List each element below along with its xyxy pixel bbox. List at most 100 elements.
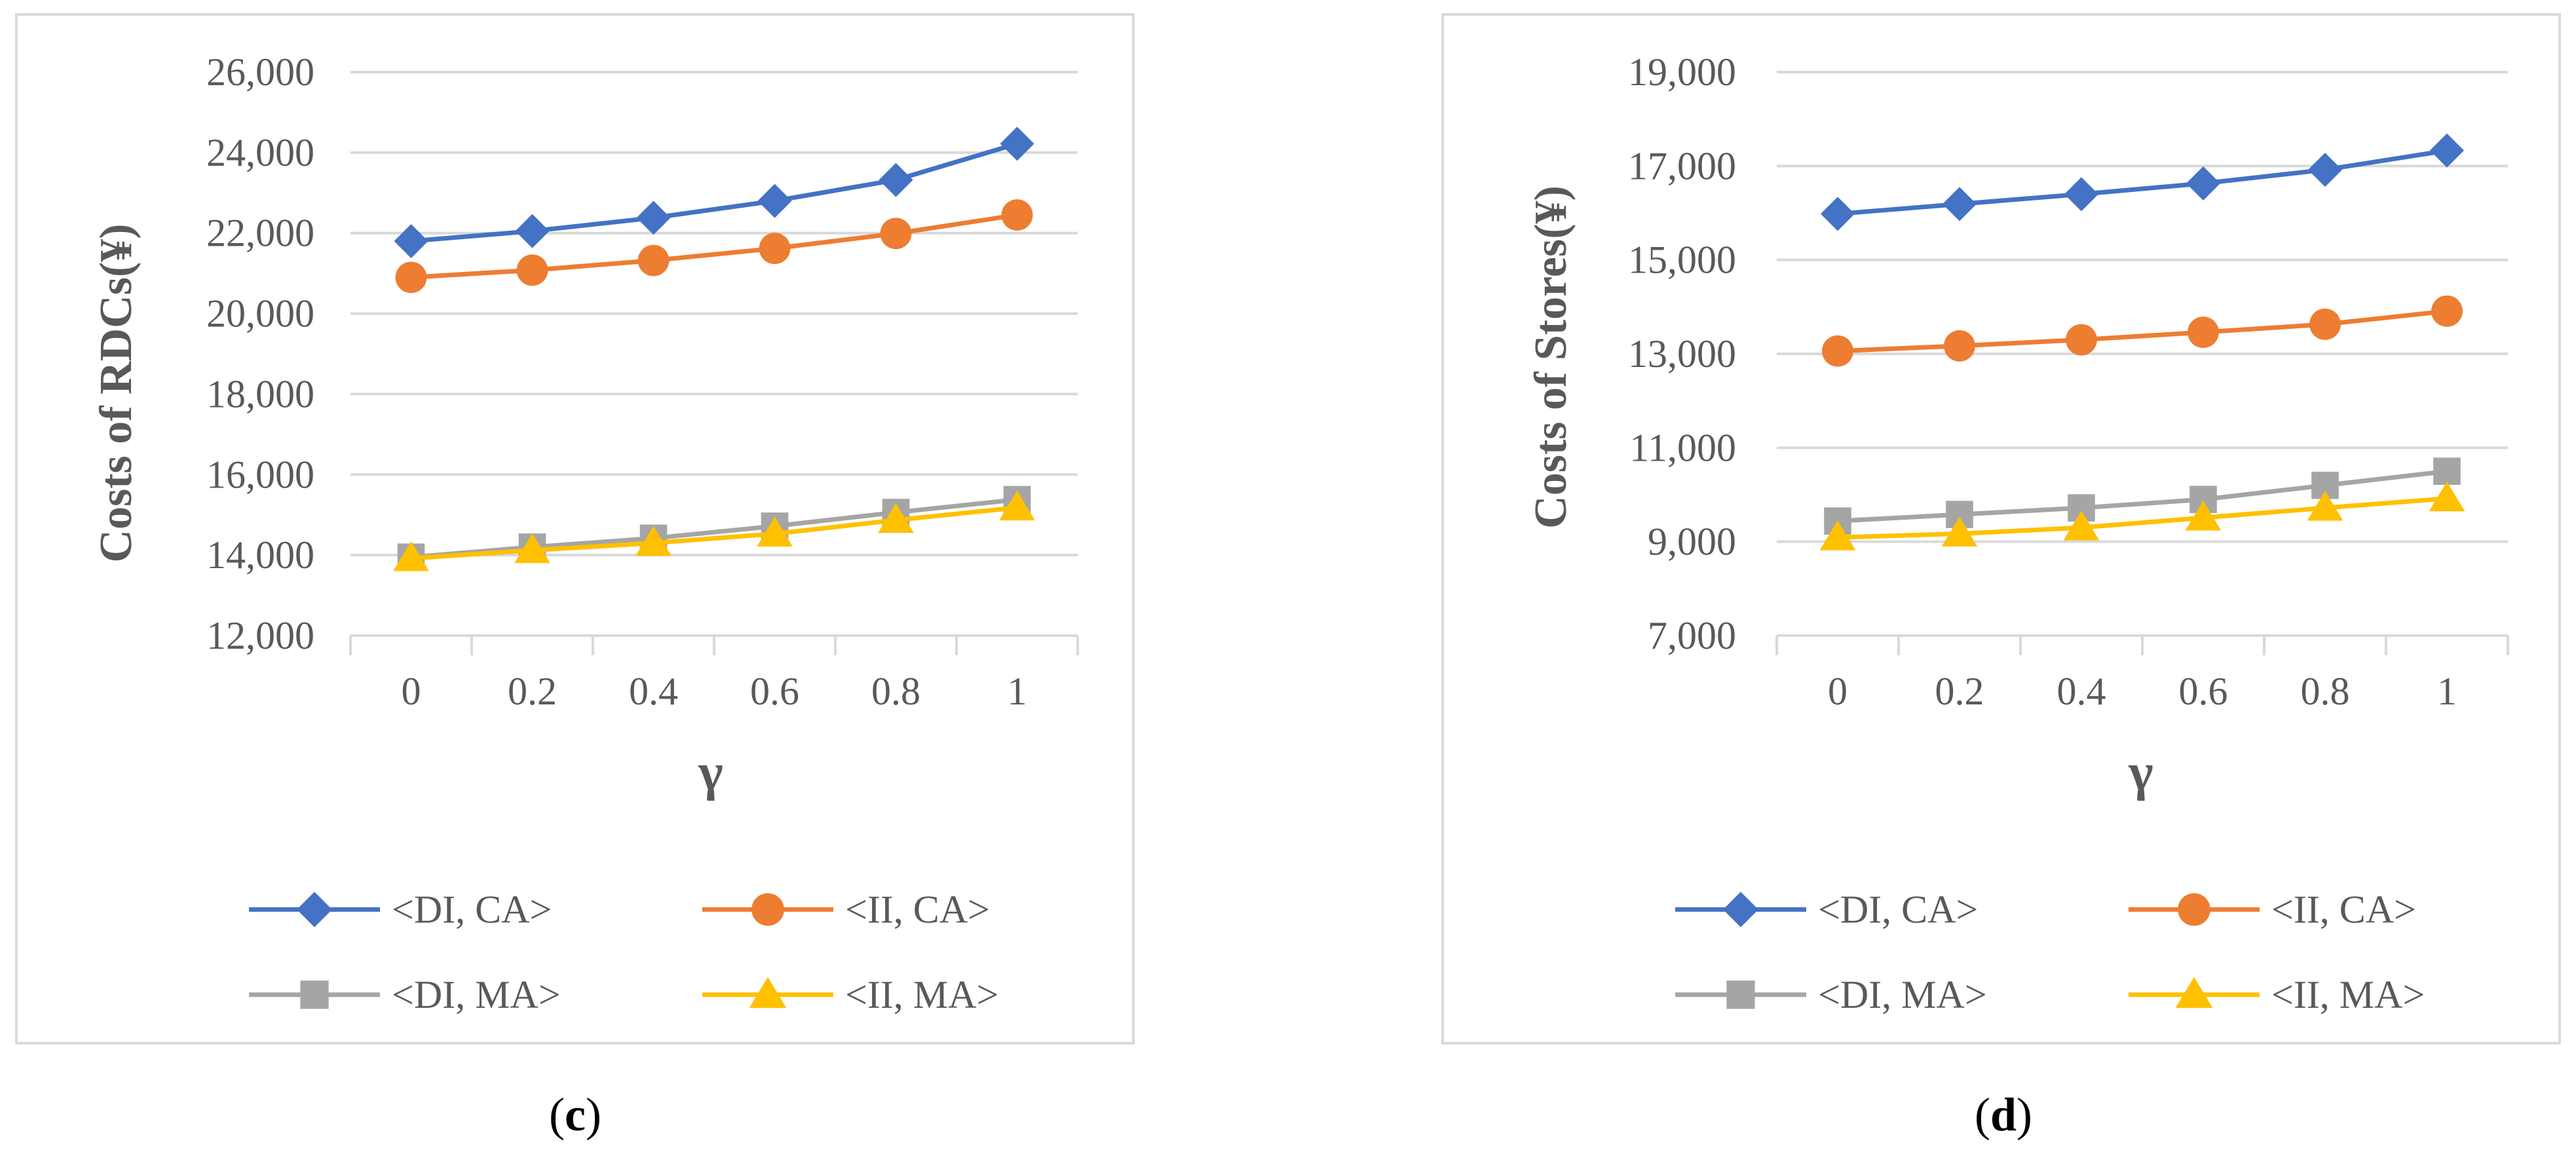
x-tick-label: 0.6: [2179, 670, 2228, 713]
data-point-ii-ca: [2188, 316, 2219, 348]
legend-marker: [751, 893, 784, 926]
y-tick-label: 16,000: [206, 453, 314, 496]
data-point-ii-ma: [1941, 516, 1978, 546]
data-point-ii-ma: [2185, 501, 2222, 531]
data-point-ii-ca: [1001, 199, 1033, 231]
data-point-ii-ma: [2063, 510, 2100, 541]
caption-letter: c: [565, 1088, 586, 1141]
series-line-di-ca: [411, 141, 1018, 244]
x-tick-labels: 0 0.2 0.4 0.6 0.8 1: [1828, 670, 2457, 713]
data-point-ii-ma: [393, 541, 429, 571]
y-tick-label: 19,000: [1628, 50, 1736, 94]
data-point-ii-ca: [395, 261, 427, 294]
data-point-ii-ca: [759, 233, 791, 264]
data-point-di-ca: [757, 183, 792, 218]
data-point-ii-ma: [757, 516, 793, 547]
legend-marker: [2178, 893, 2210, 926]
y-tick-label: 14,000: [206, 533, 314, 577]
data-point-ii-ca: [880, 218, 912, 250]
legend-item-di-ca: <DI, CA>: [249, 888, 552, 931]
y-tick-label: 9,000: [1648, 520, 1736, 564]
data-point-di-ca: [2430, 133, 2464, 168]
caption-open-paren: (: [1975, 1088, 1990, 1141]
legend-label: <DI, CA>: [392, 888, 552, 931]
x-tick-labels: 0 0.2 0.4 0.6 0.8 1: [402, 670, 1027, 713]
series-line-ii-ma: [1837, 496, 2448, 540]
legend-label: <DI, CA>: [1818, 888, 1978, 931]
legend-item-ii-ma: <II, MA>: [702, 973, 998, 1016]
chart-frame: [15, 13, 1135, 1045]
data-point-ii-ma: [2307, 491, 2343, 521]
x-tick-label: 1: [2437, 670, 2457, 713]
y-tick-label: 18,000: [206, 372, 314, 415]
series-line-di-ma: [411, 497, 1017, 560]
data-point-ii-ma: [2429, 481, 2465, 512]
x-tick-label: 0.4: [2057, 670, 2106, 713]
x-tick-label: 0.6: [750, 670, 799, 713]
series-line-di-ca: [1837, 148, 2448, 216]
y-tick-label: 20,000: [206, 292, 314, 335]
y-axis-title: Costs of Stores(¥): [1526, 185, 1576, 529]
series-lines: [1819, 133, 2465, 550]
y-tick-labels: 7,000 9,000 11,000 13,000 15,000 17,000 19,000: [1628, 50, 1736, 657]
gridlines: [1775, 71, 2509, 655]
data-point-ii-ma: [878, 503, 914, 533]
legend-marker: [2175, 977, 2213, 1008]
data-point-ii-ca: [2066, 324, 2097, 356]
legend: <DI, CA> <II, CA> <DI, MA> <II, MA>: [249, 888, 998, 1016]
data-point-di-ca: [1942, 187, 1977, 221]
data-point-di-ca: [2186, 166, 2220, 201]
data-point-ii-ca: [637, 244, 670, 277]
legend-item-di-ca: <DI, CA>: [1675, 888, 1978, 931]
x-tick-label: 1: [1008, 670, 1027, 713]
x-tick-label: 0.2: [1935, 670, 1984, 713]
y-tick-label: 24,000: [206, 131, 314, 174]
legend-label: <II, MA>: [845, 973, 998, 1016]
data-point-di-ca: [1000, 126, 1034, 161]
legend-label: <DI, MA>: [1818, 973, 1987, 1016]
chart-frame: [1441, 13, 2561, 1045]
caption-letter: d: [1990, 1088, 2017, 1141]
x-tick-label: 0.8: [871, 670, 920, 713]
caption-close-paren: ): [2017, 1088, 2032, 1141]
y-tick-label: 26,000: [206, 50, 314, 94]
series-line-di-ma: [1837, 469, 2448, 524]
legend-marker: [1723, 892, 1758, 927]
chart-panel-c: 12,000 14,000 16,000 18,000 20,000 22,000 24,0…: [15, 13, 1135, 1141]
y-axis-title: Costs of RDCs(¥): [91, 223, 142, 562]
data-point-ii-ca: [2431, 295, 2463, 327]
data-point-di-ca: [636, 201, 671, 235]
legend-label: <II, CA>: [2271, 888, 2416, 931]
data-point-ii-ma: [999, 490, 1035, 521]
legend-item-di-ma: <DI, MA>: [249, 973, 561, 1016]
legend-label: <II, MA>: [2271, 973, 2425, 1016]
x-tick-label: 0.4: [629, 670, 678, 713]
legend-label: <DI, MA>: [392, 973, 561, 1016]
data-point-ii-ca: [516, 254, 548, 286]
data-point-di-ma: [2433, 457, 2461, 485]
data-point-di-ca: [1821, 197, 1855, 231]
series-line-ii-ca: [1837, 309, 2448, 354]
legend-marker: [1726, 980, 1755, 1009]
x-tick-label: 0.8: [2301, 670, 2350, 713]
series-lines: [393, 126, 1035, 571]
data-point-ii-ca: [2309, 308, 2341, 340]
legend-label: <II, CA>: [845, 888, 990, 931]
caption-open-paren: (: [549, 1088, 565, 1141]
data-point-di-ca: [2064, 177, 2098, 212]
y-tick-label: 17,000: [1628, 144, 1736, 187]
chart-panel-d: 7,000 9,000 11,000 13,000 15,000 17,000 19,000…: [1441, 13, 2561, 1141]
data-point-di-ca: [394, 224, 428, 258]
x-tick-label: 0: [1828, 670, 1847, 713]
legend-marker: [300, 980, 329, 1009]
legend-item-ii-ma: <II, MA>: [2129, 973, 2425, 1016]
y-tick-labels: 12,000 14,000 16,000 18,000 20,000 22,000 24,0…: [206, 50, 314, 657]
legend: <DI, CA> <II, CA> <DI, MA> <II, MA>: [1675, 888, 2425, 1016]
data-point-di-ca: [2308, 153, 2342, 187]
x-axis-title: γ: [2128, 744, 2153, 801]
data-point-ii-ca: [1822, 335, 1853, 367]
data-point-di-ca: [515, 214, 550, 248]
y-tick-label: 12,000: [206, 614, 314, 657]
y-tick-label: 22,000: [206, 212, 314, 255]
